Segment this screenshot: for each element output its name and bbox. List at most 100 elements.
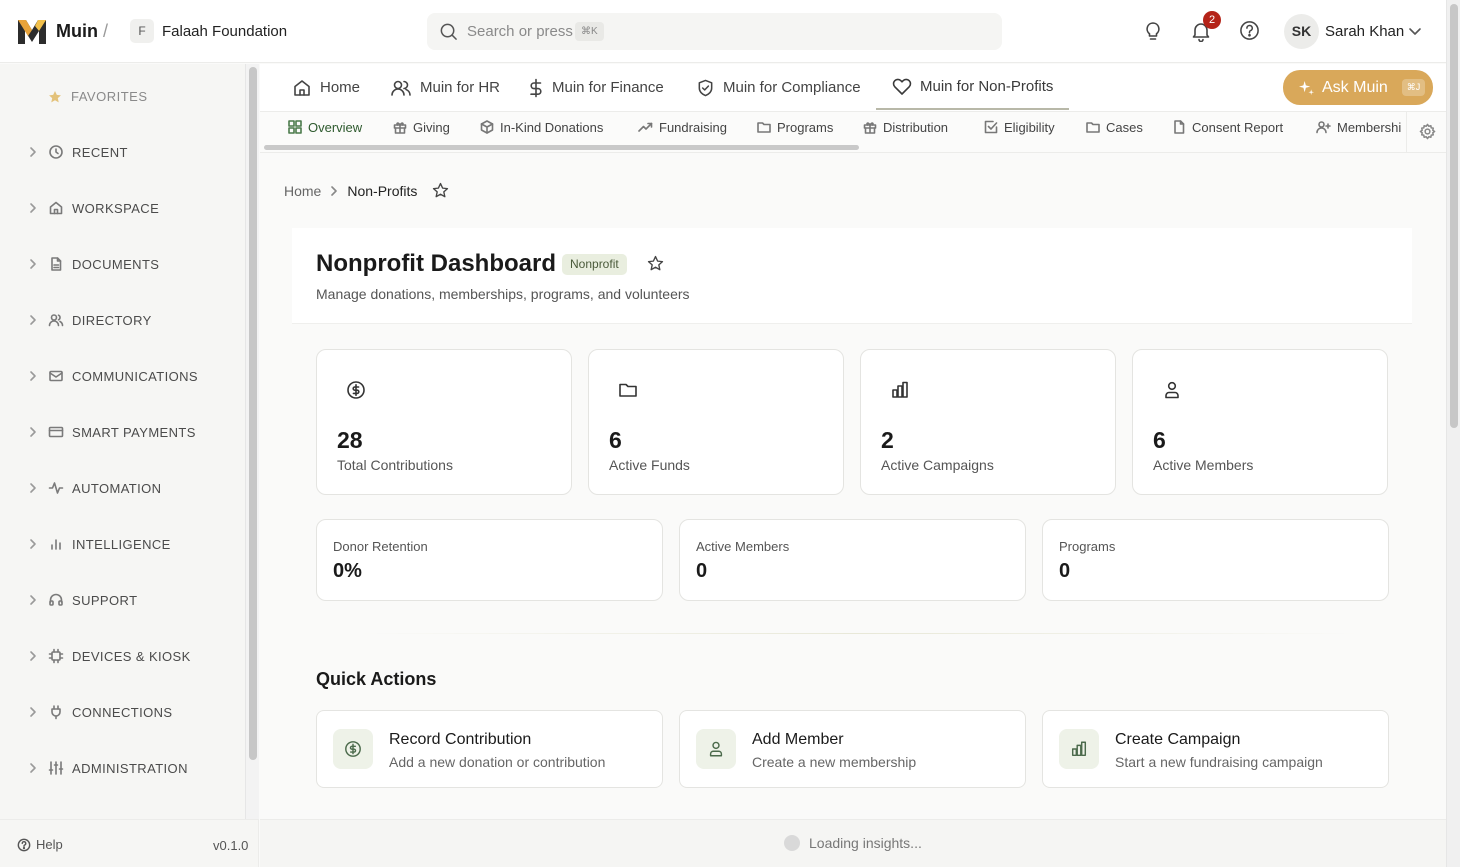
star-outline-icon[interactable] <box>647 255 664 272</box>
org-avatar[interactable]: F <box>130 19 154 43</box>
users-icon <box>48 314 64 327</box>
subtab-fundraising[interactable]: Fundraising <box>638 118 727 136</box>
subtabs-settings-button[interactable] <box>1406 112 1446 152</box>
qa-icon-box <box>333 729 373 769</box>
stat-card-active-campaigns[interactable]: 2 Active Campaigns <box>860 349 1116 495</box>
sidebar-item-label: DIRECTORY <box>72 312 152 328</box>
subtabs-scrollbar[interactable] <box>264 145 859 150</box>
metric-card-programs[interactable]: Programs 0 <box>1042 519 1389 601</box>
tab-muin-finance[interactable]: Muin for Finance <box>528 64 664 111</box>
add-member-button[interactable]: Add Member Create a new membership <box>679 710 1026 788</box>
quick-action-desc: Start a new fundraising campaign <box>1115 754 1323 770</box>
sidebar-item-workspace[interactable]: WORKSPACE <box>26 198 159 218</box>
sidebar-item-directory[interactable]: DIRECTORY <box>26 310 152 330</box>
sidebar-item-devices-kiosk[interactable]: DEVICES & KIOSK <box>26 646 191 666</box>
subtab-cases[interactable]: Cases <box>1086 118 1143 136</box>
mail-icon <box>49 370 63 382</box>
trending-up-icon <box>638 122 653 132</box>
sidebar-item-recent[interactable]: RECENT <box>26 142 128 162</box>
search-input[interactable]: Search or press ⌘K <box>427 13 1002 50</box>
user-avatar[interactable]: SK <box>1284 14 1319 49</box>
metric-card-active-members[interactable]: Active Members 0 <box>679 519 1026 601</box>
org-name[interactable]: Falaah Foundation <box>162 23 288 40</box>
sidebar-favorites[interactable]: FAVORITES <box>48 89 148 104</box>
sidebar-item-communications[interactable]: COMMUNICATIONS <box>26 366 198 386</box>
sidebar-item-automation[interactable]: AUTOMATION <box>26 478 161 498</box>
brand-name[interactable]: Muin <box>56 21 98 41</box>
sidebar-item-connections[interactable]: CONNECTIONS <box>26 702 172 722</box>
ask-muin-button[interactable]: Ask Muin ⌘J <box>1283 70 1433 105</box>
sidebar-item-support[interactable]: SUPPORT <box>26 590 137 610</box>
sub-tabs: Overview Giving In-Kind Donations Fundra… <box>260 112 1446 153</box>
tab-home[interactable]: Home <box>292 64 360 111</box>
ask-muin-label: Ask Muin <box>1322 78 1388 96</box>
subtab-distribution[interactable]: Distribution <box>863 118 948 136</box>
sidebar-scrollbar-thumb[interactable] <box>249 67 257 760</box>
subtab-programs[interactable]: Programs <box>757 118 833 136</box>
page-scrollbar[interactable] <box>1446 0 1460 867</box>
chevron-right-icon <box>30 203 36 213</box>
users-icon <box>709 741 723 757</box>
user-name[interactable]: Sarah Khan <box>1325 23 1405 40</box>
tab-muin-compliance[interactable]: Muin for Compliance <box>696 64 861 111</box>
chevron-right-icon <box>30 707 36 717</box>
tab-muin-hr[interactable]: Muin for HR <box>390 64 500 111</box>
home-icon <box>294 79 310 96</box>
stat-label: Total Contributions <box>337 457 453 473</box>
stat-label: Active Campaigns <box>881 457 994 473</box>
search-icon <box>440 23 457 40</box>
metric-value: 0 <box>1059 560 1071 582</box>
loading-text: Loading insights... <box>809 835 922 851</box>
subtab-consent-report[interactable]: Consent Report <box>1172 118 1283 136</box>
subtab-label: In-Kind Donations <box>500 119 604 135</box>
qa-icon-box <box>696 729 736 769</box>
quick-action-title: Create Campaign <box>1115 731 1241 748</box>
subtab-overview[interactable]: Overview <box>288 118 362 136</box>
app-version: v0.1.0 <box>213 838 249 853</box>
lightbulb-icon[interactable] <box>1143 20 1163 42</box>
sidebar-item-documents[interactable]: DOCUMENTS <box>26 254 159 274</box>
subtab-in-kind-donations[interactable]: In-Kind Donations <box>480 118 603 136</box>
subtab-label: Giving <box>413 119 450 135</box>
record-contribution-button[interactable]: Record Contribution Add a new donation o… <box>316 710 663 788</box>
sidebar-item-smart-payments[interactable]: SMART PAYMENTS <box>26 422 196 442</box>
stat-card-total-contributions[interactable]: 28 Total Contributions <box>316 349 572 495</box>
subtab-eligibility[interactable]: Eligibility <box>984 118 1055 136</box>
create-campaign-button[interactable]: Create Campaign Start a new fundraising … <box>1042 710 1389 788</box>
sidebar-item-label: RECENT <box>72 144 128 160</box>
sidebar-scrollbar[interactable] <box>245 64 259 819</box>
tab-muin-nonprofits[interactable]: Muin for Non-Profits <box>876 64 1070 110</box>
subtab-label: Cases <box>1106 119 1143 135</box>
stat-card-active-funds[interactable]: 6 Active Funds <box>588 349 844 495</box>
quick-action-desc: Create a new membership <box>752 754 917 770</box>
chevron-right-icon <box>30 371 36 381</box>
page-scrollbar-thumb[interactable] <box>1450 4 1458 428</box>
muin-logo[interactable] <box>16 16 48 46</box>
grid-icon <box>288 120 302 134</box>
metric-card-donor-retention[interactable]: Donor Retention 0% <box>316 519 663 601</box>
help-circle-icon[interactable] <box>1239 20 1260 41</box>
sidebar-item-administration[interactable]: ADMINISTRATION <box>26 758 188 778</box>
subtab-giving[interactable]: Giving <box>393 118 450 136</box>
bar-chart-icon <box>892 381 908 398</box>
sidebar-item-label: DEVICES & KIOSK <box>72 648 191 664</box>
stat-card-active-members[interactable]: 6 Active Members <box>1132 349 1388 495</box>
breadcrumb-home[interactable]: Home <box>284 182 322 199</box>
users-icon <box>391 80 411 96</box>
favorites-label: FAVORITES <box>71 89 148 104</box>
sidebar-footer: Help v0.1.0 <box>0 819 259 867</box>
chevron-down-icon[interactable] <box>1408 26 1422 38</box>
activity-icon <box>48 482 64 494</box>
subtab-label: Consent Report <box>1192 119 1284 135</box>
package-icon <box>480 120 494 134</box>
help-link[interactable]: Help <box>17 837 63 852</box>
search-placeholder: Search or press <box>467 23 573 40</box>
star-outline-icon[interactable] <box>432 182 449 199</box>
sidebar-item-intelligence[interactable]: INTELLIGENCE <box>26 534 171 554</box>
gear-icon <box>1419 123 1436 140</box>
quick-action-desc: Add a new donation or contribution <box>389 754 606 770</box>
subtab-membership[interactable]: Membershi <box>1316 118 1401 136</box>
heart-icon <box>892 78 912 95</box>
user-plus-icon <box>1316 121 1331 134</box>
metric-value: 0 <box>696 560 708 582</box>
